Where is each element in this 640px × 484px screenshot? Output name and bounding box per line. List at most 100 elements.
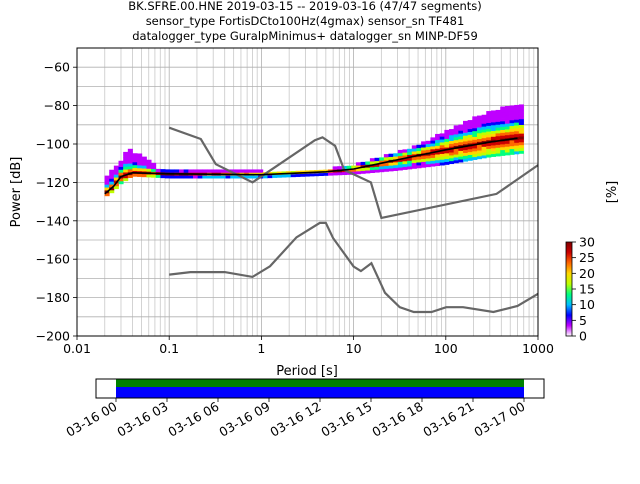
- psd-density-cell: [416, 147, 422, 151]
- psd-density-cell: [514, 130, 520, 135]
- psd-density-cell: [514, 107, 520, 112]
- psd-density-cell: [411, 165, 417, 169]
- psd-density-cell: [411, 151, 417, 155]
- psd-density-cell: [127, 168, 133, 173]
- psd-density-cell: [453, 151, 459, 155]
- y-tick-label: −80: [44, 98, 70, 113]
- psd-density-cell: [397, 155, 403, 159]
- psd-density-cell: [435, 139, 441, 143]
- psd-density-cell: [360, 170, 366, 174]
- psd-density-cell: [169, 175, 175, 179]
- psd-density-cell: [435, 133, 441, 138]
- psd-density-cell: [421, 144, 427, 148]
- psd-density-cell: [490, 142, 496, 146]
- psd-density-cell: [518, 138, 524, 143]
- psd-density-cell: [160, 174, 166, 179]
- psd-density-cell: [248, 175, 254, 179]
- psd-density-cell: [225, 175, 231, 179]
- psd-density-cell: [402, 166, 408, 170]
- psd-density-cell: [411, 159, 417, 164]
- psd-density-cell: [514, 113, 520, 117]
- psd-density-cell: [518, 118, 524, 123]
- psd-density-cell: [463, 126, 469, 130]
- psd-density-cell: [267, 174, 273, 179]
- psd-density-cell: [486, 151, 492, 155]
- psd-density-cell: [467, 154, 473, 158]
- psd-density-cell: [481, 129, 487, 133]
- psd-density-cell: [486, 148, 492, 152]
- psd-density-cell: [481, 134, 487, 139]
- psd-density-cell: [137, 159, 143, 163]
- x-tick-label: 1000: [522, 341, 554, 356]
- psd-density-cell: [481, 132, 487, 136]
- psd-density-cell: [109, 178, 115, 182]
- psd-density-cell: [141, 159, 147, 163]
- colorbar-tick-label: 10: [579, 297, 595, 312]
- psd-density-cell: [430, 163, 436, 167]
- psd-density-cell: [439, 150, 445, 154]
- psd-density-cell: [123, 172, 129, 176]
- psd-density-cell: [407, 160, 413, 164]
- psd-density-cell: [383, 165, 389, 169]
- psd-density-cell: [137, 165, 143, 169]
- psd-density-cell: [132, 153, 138, 157]
- psd-density-cell: [518, 147, 524, 151]
- colorbar-tick-label: 5: [579, 313, 587, 328]
- psd-density-cell: [402, 163, 408, 168]
- psd-density-cell: [504, 140, 510, 144]
- psd-density-cell: [467, 120, 473, 124]
- psd-density-cell: [383, 156, 389, 161]
- psd-density-cell: [272, 174, 278, 178]
- psd-density-cell: [430, 154, 436, 158]
- psd-density-cell: [486, 125, 492, 129]
- psd-density-cell: [365, 170, 371, 174]
- timeline-tick-label: 03-16 03: [114, 399, 170, 440]
- colorbar-gradient: [565, 241, 573, 337]
- psd-density-cell: [481, 137, 487, 142]
- psd-density-cell: [127, 154, 133, 158]
- psd-density-cell: [486, 154, 492, 158]
- noise-model-nhnm: [168, 126, 539, 220]
- psd-density-cell: [281, 174, 287, 178]
- psd-density-cell: [425, 140, 431, 145]
- psd-density-cell: [453, 125, 459, 129]
- psd-density-cell: [439, 159, 445, 163]
- psd-density-cell: [514, 133, 520, 138]
- grid-minor: [104, 48, 535, 336]
- psd-density-cell: [165, 175, 171, 179]
- psd-density-cell: [500, 146, 506, 151]
- psd-density-cell: [430, 143, 436, 147]
- psd-density-cell: [449, 140, 455, 144]
- psd-density-cell: [323, 172, 329, 176]
- psd-density-cell: [374, 166, 380, 170]
- psd-density-cell: [444, 138, 450, 142]
- psd-density-cell: [430, 157, 436, 161]
- psd-density-cell: [439, 156, 445, 160]
- psd-density-cell: [193, 169, 199, 173]
- psd-density-cell: [127, 148, 133, 153]
- psd-density-cell: [397, 149, 403, 154]
- psd-density-cell: [476, 124, 483, 128]
- psd-density-cell: [113, 182, 119, 187]
- psd-density-cell: [444, 158, 450, 162]
- psd-density-cell: [476, 138, 483, 142]
- psd-density-cell: [481, 126, 487, 130]
- psd-density-cell: [486, 128, 492, 132]
- psd-density-cell: [486, 131, 492, 135]
- psd-density-cell: [109, 184, 115, 188]
- psd-density-cell: [407, 151, 413, 155]
- psd-density-cell: [449, 154, 455, 159]
- psd-density-cell: [444, 161, 450, 165]
- psd-density-cell: [127, 151, 133, 155]
- psd-density-cell: [351, 171, 357, 175]
- title-line-3: datalogger_type GuralpMinimus+ datalogge…: [132, 29, 478, 43]
- psd-density-cell: [504, 114, 510, 118]
- psd-density-cell: [490, 127, 496, 132]
- psd-density-cell: [411, 145, 417, 149]
- psd-density-cell: [295, 173, 301, 177]
- psd-density-cell: [463, 129, 469, 133]
- psd-density-cell: [397, 152, 403, 157]
- psd-density-cell: [449, 131, 455, 136]
- psd-density-cell: [509, 105, 515, 109]
- psd-density-cell: [141, 173, 147, 178]
